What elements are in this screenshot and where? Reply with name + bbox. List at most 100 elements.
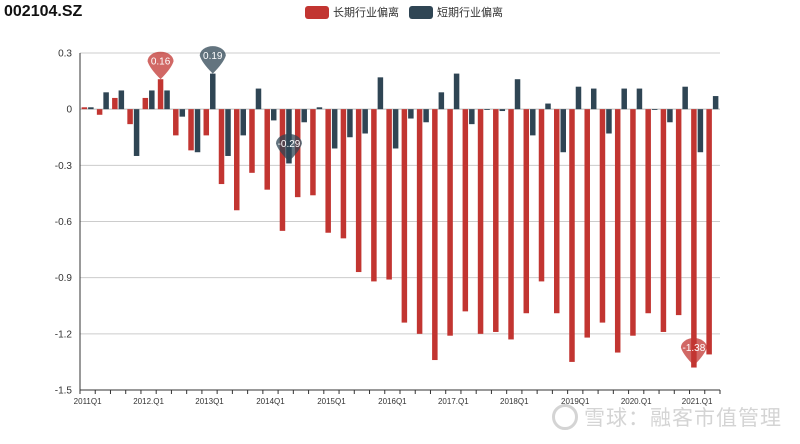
bar-long-term — [691, 109, 697, 368]
marker-pin-shape — [275, 133, 302, 162]
marker-pin-label: -0.29 — [278, 139, 301, 150]
bar-short-term — [149, 90, 155, 110]
y-tick-label: -1.5 — [55, 386, 73, 397]
bar-long-term — [477, 109, 484, 334]
bar-long-term — [569, 109, 575, 362]
marker-pin-shape — [147, 51, 174, 80]
x-tick-label: 2021.Q1 — [682, 397, 713, 406]
x-tick-label: 2019Q1 — [561, 397, 590, 406]
bar-long-term — [447, 109, 453, 336]
marker-pin: -1.38 — [680, 338, 707, 366]
bar-short-term — [210, 73, 216, 110]
bar-long-term — [371, 109, 377, 282]
marker-pin: 0.16 — [147, 51, 174, 80]
bar-long-term — [584, 109, 590, 338]
bar-short-term — [423, 109, 429, 123]
bar-long-term — [401, 109, 408, 323]
bar-long-term — [706, 109, 712, 355]
bar-long-term — [325, 109, 331, 233]
legend-item-long-term[interactable]: 长期行业偏离 — [305, 4, 399, 20]
legend-label-long-term: 长期行业偏离 — [333, 7, 399, 19]
bar-short-term — [514, 79, 521, 110]
bar-short-term — [133, 109, 140, 156]
x-tick-label: 2016Q1 — [378, 397, 407, 406]
bar-short-term — [362, 109, 368, 134]
bar-short-term — [499, 109, 506, 112]
bar-short-term — [225, 109, 231, 156]
bar-long-term — [675, 109, 682, 316]
bar-long-term — [462, 109, 469, 312]
bar-short-term — [636, 88, 643, 110]
bar-short-term — [682, 86, 688, 110]
bar-short-term — [179, 109, 186, 117]
bar-long-term — [599, 109, 606, 323]
bar-short-term — [560, 109, 566, 153]
xueqiu-logo-icon — [552, 404, 578, 430]
marker-pin-shape — [680, 338, 707, 366]
bar-short-term — [712, 96, 719, 110]
y-tick-label: -1.2 — [55, 329, 73, 340]
bar-short-term — [240, 109, 246, 136]
x-tick-label: 2017.Q1 — [438, 397, 469, 406]
bar-long-term — [614, 109, 621, 353]
x-tick-label: 2013Q1 — [195, 397, 224, 406]
bar-long-term — [310, 109, 316, 196]
bar-long-term — [234, 109, 240, 211]
x-tick-label: 2011Q1 — [74, 397, 102, 406]
bar-long-term — [112, 97, 118, 110]
legend-swatch-short-term — [409, 5, 433, 19]
bar-short-term — [331, 109, 338, 149]
bar-long-term — [645, 109, 651, 314]
bar-short-term — [347, 109, 353, 138]
chart-title: 002104.SZ — [4, 3, 83, 20]
marker-pin: -0.29 — [275, 133, 302, 162]
bar-short-term — [301, 109, 307, 123]
watermark-text: 雪球：融客市值管理 — [584, 406, 782, 430]
legend-label-short-term: 短期行业偏离 — [437, 7, 503, 19]
bar-long-term — [493, 109, 499, 332]
bar-long-term — [660, 109, 667, 332]
bar-long-term — [249, 109, 255, 173]
bar-short-term — [667, 109, 673, 123]
bar-short-term — [469, 109, 475, 125]
bar-long-term — [173, 109, 179, 136]
bar-long-term — [508, 109, 514, 340]
x-tick-label: 2018Q1 — [500, 397, 529, 406]
bar-long-term — [264, 109, 270, 190]
bar-short-term — [377, 77, 384, 110]
bar-short-term — [484, 109, 490, 110]
bar-short-term — [621, 88, 627, 110]
legend-item-short-term[interactable]: 短期行业偏离 — [409, 4, 503, 20]
y-tick-label: -0.3 — [55, 161, 73, 172]
bar-short-term — [103, 92, 109, 110]
bar-long-term — [157, 79, 164, 110]
marker-pin-shape — [199, 46, 226, 74]
bar-long-term — [340, 109, 347, 239]
bar-short-term — [606, 109, 612, 134]
bar-short-term — [316, 107, 323, 110]
x-tick-label: 2012.Q1 — [133, 397, 164, 406]
bar-short-term — [194, 109, 201, 153]
bar-short-term — [255, 88, 262, 110]
bar-long-term — [96, 109, 103, 115]
x-tick-label: 2014Q1 — [256, 397, 285, 406]
bar-short-term — [118, 90, 125, 110]
bar-short-term — [575, 86, 582, 110]
bar-long-term — [538, 109, 545, 282]
marker-pin-label: 0.16 — [151, 57, 171, 68]
bar-short-term — [530, 109, 536, 136]
marker-pin-label: -1.38 — [682, 343, 705, 354]
bar-long-term — [188, 109, 194, 151]
bar-short-term — [651, 109, 658, 110]
bar-long-term — [355, 109, 362, 273]
bar-long-term — [203, 109, 210, 136]
x-tick-label: 2020.Q1 — [621, 397, 652, 406]
bar-long-term — [142, 97, 149, 110]
bar-long-term — [294, 109, 301, 198]
bar-long-term — [630, 109, 636, 336]
bar-short-term — [270, 109, 277, 121]
y-tick-label: -0.6 — [55, 217, 73, 228]
y-tick-label: 0.3 — [58, 49, 72, 60]
legend: 长期行业偏离 短期行业偏离 — [305, 4, 503, 20]
